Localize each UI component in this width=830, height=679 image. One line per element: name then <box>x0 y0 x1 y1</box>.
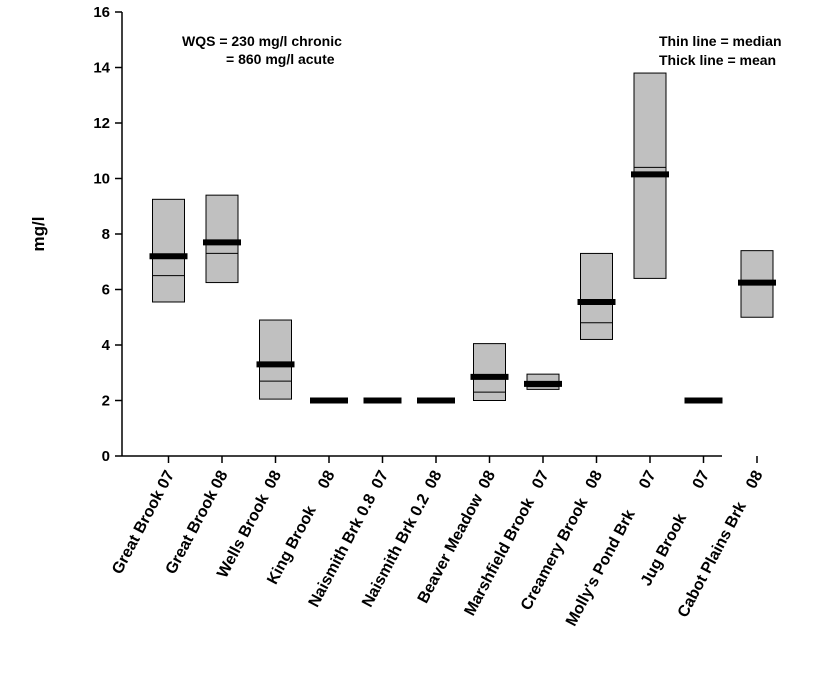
y-tick-label: 0 <box>102 448 110 465</box>
range-box <box>205 194 239 284</box>
wqs-annotation-line-2: = 860 mg/l acute <box>226 51 335 67</box>
y-tick-label: 4 <box>102 337 111 354</box>
y-axis-title: mg/l <box>29 217 48 252</box>
range-box <box>580 252 613 340</box>
y-tick-label: 14 <box>93 60 110 77</box>
legend-note-line-1: Thin line = median <box>659 33 782 49</box>
range-box <box>473 343 506 401</box>
range-box <box>259 319 292 400</box>
y-tick-label: 16 <box>93 4 110 21</box>
y-tick-label: 8 <box>102 226 110 243</box>
legend-note-line-2: Thick line = mean <box>659 52 776 68</box>
wqs-annotation-line-1: WQS = 230 mg/l chronic <box>182 33 342 49</box>
y-tick-label: 10 <box>93 171 110 188</box>
y-tick-label: 2 <box>102 393 110 410</box>
y-tick-label: 6 <box>102 282 110 299</box>
y-tick-label: 12 <box>93 115 110 132</box>
range-box <box>152 198 185 303</box>
